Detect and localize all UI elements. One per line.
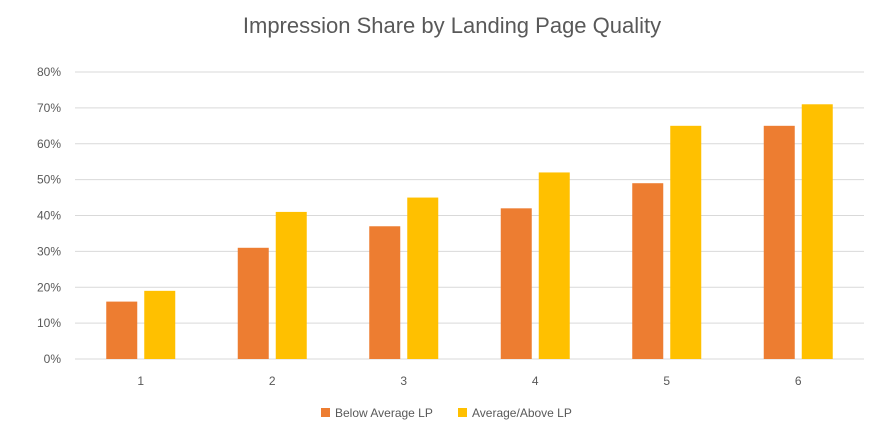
x-axis-ticks: 1 2 3 4 5 6 <box>137 374 802 388</box>
bar-average-above-lp-1 <box>144 290 176 359</box>
y-tick-label: 10% <box>37 316 61 330</box>
legend: Below Average LP Average/Above LP <box>321 406 572 420</box>
x-tick-label: 1 <box>137 374 144 388</box>
y-tick-label: 60% <box>37 137 61 151</box>
bar-below-average-lp-3 <box>369 226 401 359</box>
bar-average-above-lp-6 <box>801 104 833 359</box>
x-tick-label: 4 <box>532 374 539 388</box>
y-tick-label: 0% <box>44 352 62 366</box>
y-axis-ticks: 0% 10% 20% 30% 40% 50% 60% 70% 80% <box>37 65 61 366</box>
y-tick-label: 50% <box>37 173 61 187</box>
bar-average-above-lp-5 <box>670 125 702 359</box>
x-tick-label: 6 <box>795 374 802 388</box>
bar-average-above-lp-2 <box>275 211 307 359</box>
legend-swatch <box>458 408 467 417</box>
bar-average-above-lp-4 <box>538 172 570 359</box>
bar-below-average-lp-2 <box>237 247 269 359</box>
legend-label: Average/Above LP <box>472 406 572 420</box>
y-tick-label: 80% <box>37 65 61 79</box>
bar-below-average-lp-4 <box>500 208 532 359</box>
legend-label: Below Average LP <box>335 406 433 420</box>
legend-swatch <box>321 408 330 417</box>
y-tick-label: 30% <box>37 244 61 258</box>
chart-title: Impression Share by Landing Page Quality <box>243 13 661 38</box>
bar-below-average-lp-6 <box>763 125 795 359</box>
bar-below-average-lp-1 <box>106 301 138 359</box>
gridlines <box>75 71 864 360</box>
y-tick-label: 20% <box>37 280 61 294</box>
x-tick-label: 5 <box>663 374 670 388</box>
x-tick-label: 2 <box>269 374 276 388</box>
x-tick-label: 3 <box>400 374 407 388</box>
y-tick-label: 70% <box>37 101 61 115</box>
bars <box>106 104 833 359</box>
bar-average-above-lp-3 <box>407 197 439 359</box>
y-tick-label: 40% <box>37 209 61 223</box>
bar-below-average-lp-5 <box>632 183 664 359</box>
